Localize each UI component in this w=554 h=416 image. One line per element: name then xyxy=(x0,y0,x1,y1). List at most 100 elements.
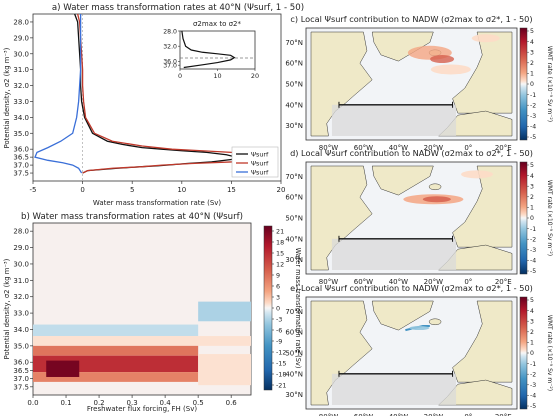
colorbar-tick-label: 0 xyxy=(276,304,280,312)
inset-x-tick-label: 10 xyxy=(213,72,221,80)
map-colorbar-tick-label: -4 xyxy=(530,124,536,131)
y-tick-label: 37.5 xyxy=(13,383,29,391)
heatmap-band xyxy=(198,354,251,386)
inset-x-tick-label: 0 xyxy=(178,72,182,80)
colorbar-tick-label: 3 xyxy=(276,293,280,301)
map-panel-c: c) Local Ψsurf contribution to NADW (σ2m… xyxy=(285,14,553,152)
y-tick-label: 36.0 xyxy=(13,146,29,154)
map-colorbar-tick-label: -3 xyxy=(530,113,536,120)
negative-anomaly-halo xyxy=(409,326,430,331)
inset-y-tick-label: 28.0 xyxy=(163,28,177,35)
map-title: e) Local Ψsurf contribution to NADW (σ2m… xyxy=(290,283,533,293)
lat-label: 70°N xyxy=(285,308,303,316)
heatmap-band xyxy=(33,336,251,346)
panel-b-colorbar xyxy=(263,225,273,391)
positive-anomaly-core xyxy=(430,55,455,64)
map-colorbar-tick-label: 4 xyxy=(530,173,534,180)
x-tick-label: 0.3 xyxy=(127,399,138,407)
x-tick-label: 10 xyxy=(177,186,186,194)
y-tick-label: 31.0 xyxy=(13,277,29,285)
map-panel-e: e) Local Ψsurf contribution to NADW (σ2m… xyxy=(285,283,553,416)
panel-a: a) Water mass transformation rates at 40… xyxy=(3,3,304,207)
map-colorbar-tick-label: -2 xyxy=(530,102,536,109)
colorbar-tick-label: -15 xyxy=(276,359,286,367)
greenland-land xyxy=(371,165,434,196)
europe-land xyxy=(452,300,513,383)
x-tick-label: 20 xyxy=(277,186,286,194)
lon-label: 20°E xyxy=(495,144,512,152)
europe-land xyxy=(452,31,513,114)
lon-label: 60°W xyxy=(354,278,373,286)
x-tick-label: 5 xyxy=(130,186,134,194)
map-colorbar-tick-label: -5 xyxy=(530,134,536,141)
lon-label: 20°W xyxy=(424,413,443,416)
map-colorbar-tick-label: 1 xyxy=(530,71,534,78)
heatmap-band xyxy=(33,345,199,356)
map-colorbar xyxy=(519,27,528,141)
colorbar-tick-label: 12 xyxy=(276,260,284,268)
panel-b-axes: 0.0 0.1 0.2 0.3 0.4 0.5 0.6 28.0 29.0 30.0 31.0 32.… xyxy=(13,228,237,407)
map-panel-d: d) Local Ψsurf contribution to NADW (σ2m… xyxy=(285,148,553,286)
panel-b-title: b) Water mass transformation rates at 40… xyxy=(21,212,243,222)
map-colorbar xyxy=(519,161,528,275)
iceland-land xyxy=(428,183,442,191)
map-panels: c) Local Ψsurf contribution to NADW (σ2m… xyxy=(285,14,553,416)
inset-lines xyxy=(181,30,236,69)
north-america-land xyxy=(310,165,373,271)
map-colorbar-tick-label: -1 xyxy=(530,92,536,99)
panel-b-ylabel: Potential density, σ2 (kg m⁻³) xyxy=(3,258,11,359)
series-line xyxy=(77,13,279,174)
lat-label: 40°N xyxy=(285,235,303,243)
lon-label: 20°E xyxy=(495,278,512,286)
panel-a-ylabel: Potential density, σ2 (kg m⁻³) xyxy=(3,47,11,148)
map-colorbar-tick-label: 1 xyxy=(530,205,534,212)
panel-b-xlabel: Freshwater flux forcing, FH (Sv) xyxy=(87,405,197,413)
y-tick-label: 36.5 xyxy=(13,154,29,162)
map-colorbar-tick-label: -5 xyxy=(530,403,536,410)
map-colorbar-tick-label: 1 xyxy=(530,340,534,347)
lon-label: 0° xyxy=(464,413,472,416)
colorbar-tick-label: 9 xyxy=(276,271,280,279)
nordic-anomaly xyxy=(461,170,494,179)
y-tick-label: 37.0 xyxy=(13,375,29,383)
north-america-land xyxy=(310,31,373,137)
legend-label: Ψsurf xyxy=(251,151,269,159)
map-colorbar-tick-label: 4 xyxy=(530,39,534,46)
y-tick-label: 33.0 xyxy=(13,98,29,106)
colorbar-tick-label: -12 xyxy=(276,348,286,356)
inset-title: σ2max to σ2* xyxy=(193,20,242,28)
x-tick-label: 15 xyxy=(227,186,236,194)
lon-label: 60°W xyxy=(354,413,373,416)
map-colorbar xyxy=(519,296,528,410)
map-colorbar-tick-label: 0 xyxy=(530,215,534,222)
map-colorbar-tick-label: 2 xyxy=(530,60,534,67)
lat-label: 40°N xyxy=(285,370,303,378)
map-title: d) Local Ψsurf contribution to NADW (σ2m… xyxy=(290,148,533,158)
map-colorbar-tick-label: 4 xyxy=(530,308,534,315)
colorbar-tick-label: -3 xyxy=(276,315,282,323)
north-america-land xyxy=(310,300,373,406)
lat-label: 70°N xyxy=(285,39,303,47)
panel-b-heatmap xyxy=(33,301,251,386)
y-tick-label: 32.0 xyxy=(13,82,29,90)
inset-y-tick-label: 32.0 xyxy=(163,44,177,51)
x-tick-label: 0.4 xyxy=(160,399,172,407)
map-colorbar-tick-label: -4 xyxy=(530,258,536,265)
masked-region xyxy=(331,373,457,405)
y-tick-label: 28.0 xyxy=(13,228,29,236)
lon-label: 40°W xyxy=(389,278,408,286)
x-tick-label: 0.1 xyxy=(60,399,71,407)
lon-label: 40°W xyxy=(389,413,408,416)
map-colorbar-tick-label: 2 xyxy=(530,329,534,336)
lon-label: 20°W xyxy=(424,144,443,152)
lon-label: 20°E xyxy=(495,413,512,416)
y-tick-label: 29.0 xyxy=(13,244,29,252)
map-colorbar-tick-label: 5 xyxy=(530,162,534,169)
map-colorbar-tick-label: 3 xyxy=(530,183,534,190)
greenland-land xyxy=(371,300,434,331)
panel-b-colorbar-label: Water mass transformation rate (Sv) xyxy=(294,248,302,369)
panel-a-lines xyxy=(34,13,279,174)
panel-a-axes: -5 0 5 10 15 20 28.0 29.0 30.0 31.0 32.0 33.0 34.0 35… xyxy=(13,14,285,194)
heatmap-band xyxy=(33,324,199,337)
